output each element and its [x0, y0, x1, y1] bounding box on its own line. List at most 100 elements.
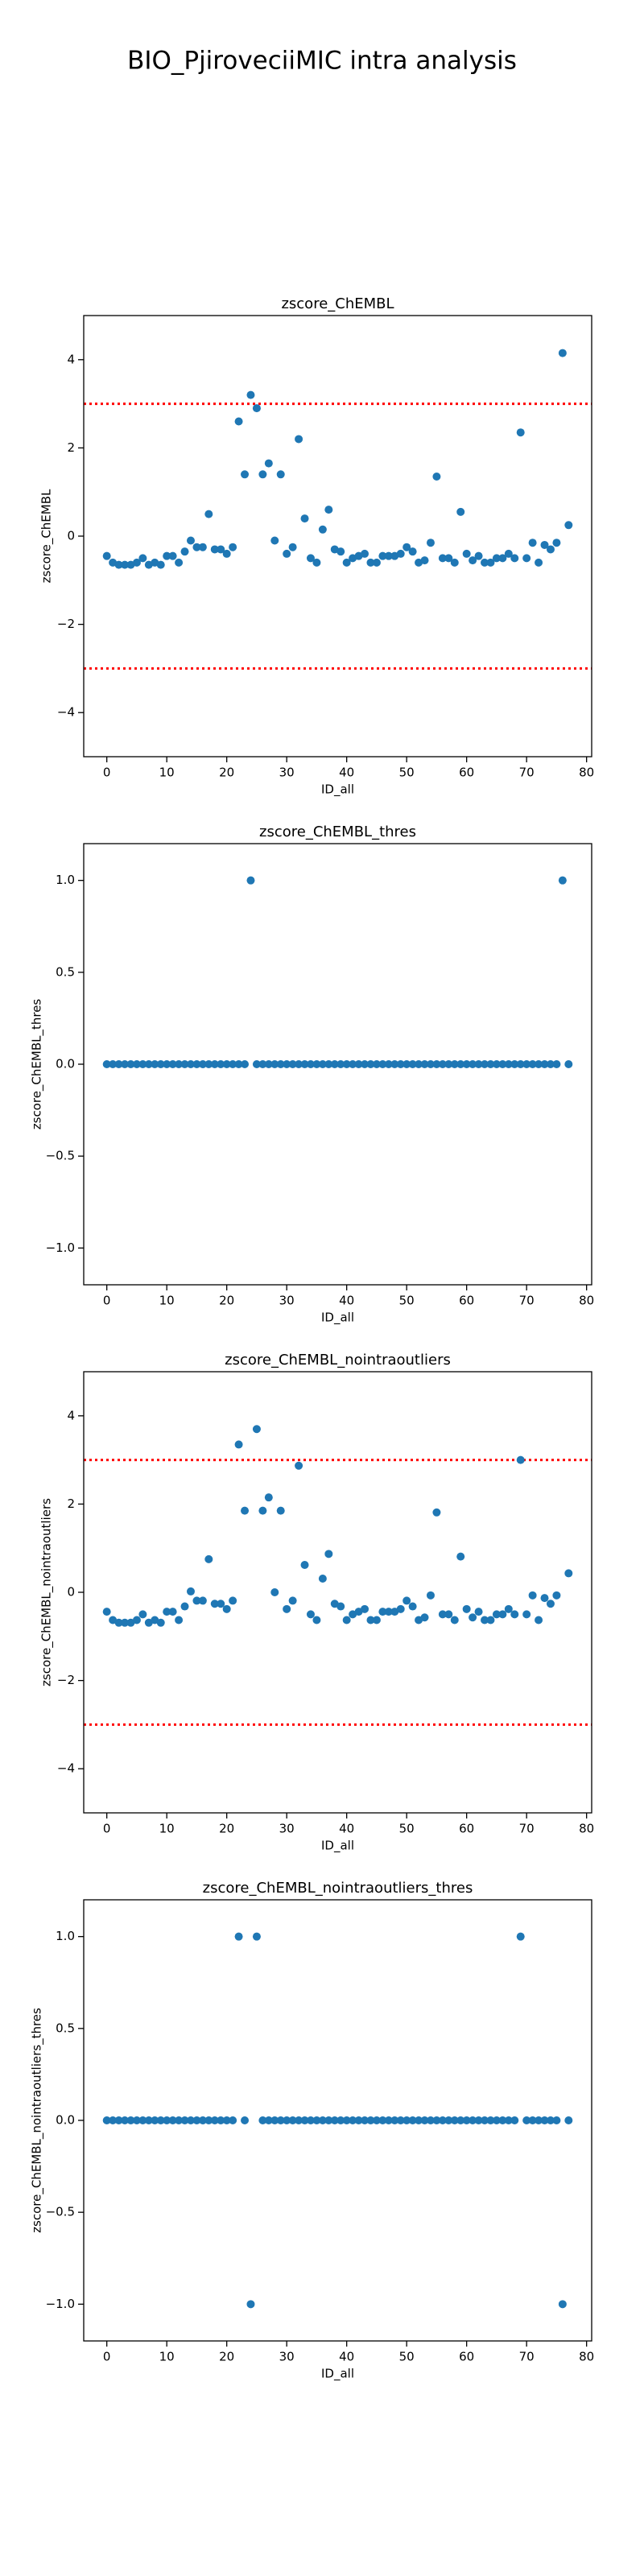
- point: [210, 2116, 219, 2124]
- point: [546, 1600, 555, 1608]
- point: [504, 549, 513, 558]
- point: [438, 1610, 447, 1619]
- point: [324, 1550, 333, 1558]
- point: [234, 1060, 243, 1068]
- point: [324, 1060, 333, 1068]
- x-tick-label: 20: [219, 766, 234, 780]
- point: [426, 539, 435, 547]
- point: [114, 560, 123, 569]
- x-tick-label: 10: [159, 1294, 175, 1308]
- point: [336, 547, 345, 556]
- point: [264, 459, 273, 468]
- point: [318, 2116, 327, 2124]
- point: [246, 876, 255, 885]
- y-tick-label: 0.5: [56, 964, 75, 979]
- point: [306, 1060, 315, 1068]
- x-tick-label: 30: [279, 2350, 295, 2364]
- point: [306, 2116, 315, 2124]
- x-tick-label: 50: [399, 1294, 415, 1308]
- point: [210, 1060, 219, 1068]
- point: [222, 1604, 231, 1613]
- point: [564, 1569, 573, 1578]
- point: [564, 521, 573, 530]
- point: [306, 1610, 315, 1619]
- point: [234, 417, 243, 426]
- point: [349, 1610, 357, 1619]
- point: [474, 1060, 483, 1068]
- point: [516, 1455, 525, 1464]
- x-axis-label: ID_all: [321, 2367, 354, 2382]
- point: [450, 558, 459, 567]
- point: [378, 1608, 387, 1616]
- point: [504, 1604, 513, 1613]
- point: [450, 1060, 459, 1068]
- point: [114, 1618, 123, 1627]
- x-tick-label: 10: [159, 2350, 175, 2364]
- x-axis-label: ID_all: [321, 1311, 354, 1326]
- x-tick-label: 40: [339, 2350, 354, 2364]
- x-tick-label: 70: [519, 766, 535, 780]
- point: [528, 2116, 537, 2124]
- point: [456, 507, 465, 516]
- point: [234, 1932, 243, 1941]
- point: [522, 1610, 531, 1619]
- point: [361, 549, 369, 558]
- point: [402, 543, 411, 551]
- point: [516, 1932, 525, 1941]
- point: [558, 2300, 567, 2309]
- point: [384, 1060, 393, 1068]
- point: [276, 1506, 285, 1515]
- y-axis-label: zscore_ChEMBL_thres: [30, 999, 45, 1130]
- point: [312, 558, 321, 567]
- point: [318, 1060, 327, 1068]
- point: [498, 1610, 507, 1619]
- point: [456, 1552, 465, 1561]
- point: [342, 1616, 351, 1624]
- point: [564, 1060, 573, 1068]
- point: [312, 2116, 321, 2124]
- point: [552, 2116, 561, 2124]
- point: [474, 2116, 483, 2124]
- x-tick-label: 80: [579, 1294, 594, 1308]
- x-axis-label: ID_all: [321, 1839, 354, 1854]
- point: [198, 1060, 207, 1068]
- point: [402, 1060, 411, 1068]
- point: [378, 2116, 387, 2124]
- point: [481, 558, 489, 567]
- point: [330, 1060, 339, 1068]
- point: [192, 1596, 201, 1605]
- point: [540, 1060, 549, 1068]
- point: [241, 1506, 250, 1515]
- point: [175, 1060, 184, 1068]
- point: [552, 1591, 561, 1600]
- axes-frame: [83, 1899, 592, 2342]
- point: [186, 1587, 195, 1596]
- point: [156, 2116, 165, 2124]
- point: [408, 1060, 417, 1068]
- point: [522, 2116, 531, 2124]
- point: [217, 1600, 225, 1608]
- point: [300, 1561, 309, 1570]
- point: [481, 2116, 489, 2124]
- x-tick-label: 0: [103, 1294, 111, 1308]
- point: [450, 1616, 459, 1624]
- point: [492, 1060, 501, 1068]
- point: [258, 1506, 267, 1515]
- point: [336, 1060, 345, 1068]
- axes-title: zscore_ChEMBL_nointraoutliers_thres: [203, 1880, 473, 1897]
- point: [558, 349, 567, 357]
- point: [420, 556, 429, 565]
- point: [438, 1060, 447, 1068]
- y-tick-label: 0.0: [56, 1057, 75, 1071]
- point: [180, 2116, 189, 2124]
- point: [354, 1060, 363, 1068]
- point: [408, 2116, 417, 2124]
- point: [295, 435, 303, 444]
- point: [246, 2300, 255, 2309]
- point: [384, 551, 393, 560]
- x-tick-label: 20: [219, 1294, 234, 1308]
- point: [486, 2116, 495, 2124]
- point: [270, 536, 279, 545]
- point: [336, 1602, 345, 1611]
- point: [288, 2116, 297, 2124]
